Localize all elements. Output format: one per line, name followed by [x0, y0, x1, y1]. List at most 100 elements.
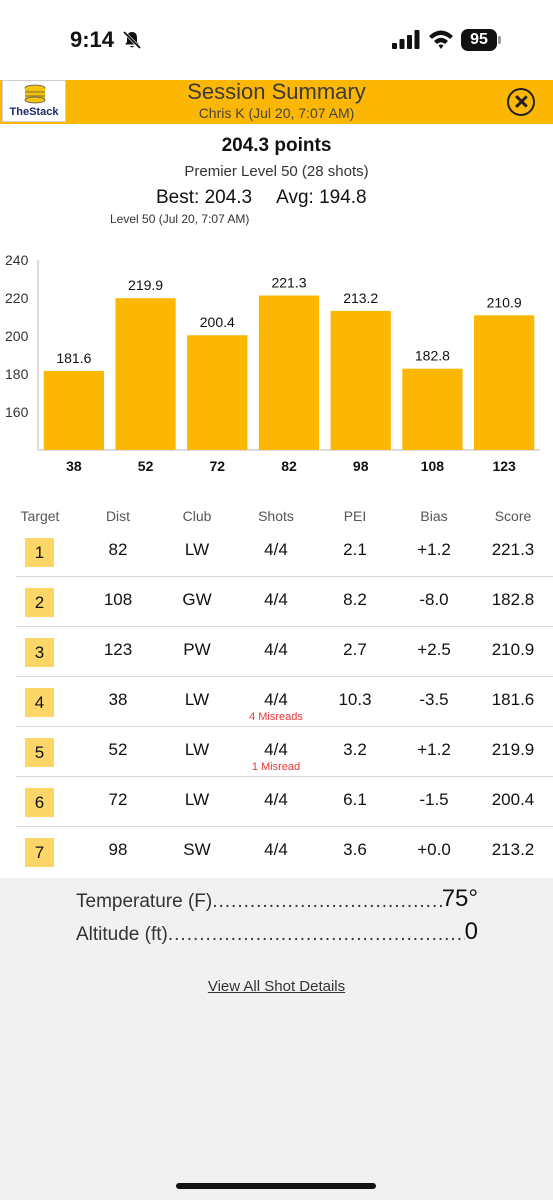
cell-pei: 3.6: [343, 840, 367, 859]
bar: [474, 315, 535, 450]
header-bias: Bias: [420, 508, 448, 524]
logo-text: TheStack: [9, 106, 59, 118]
thestack-logo: TheStack: [2, 80, 66, 122]
bar-value-label: 221.3: [271, 275, 306, 291]
table-header: Target Dist Club Shots PEI Bias Score: [0, 508, 553, 528]
summary-panel: 204.3 points Premier Level 50 (28 shots)…: [0, 124, 553, 500]
cell-club: LW: [184, 540, 210, 559]
y-tick-label: 160: [5, 404, 29, 420]
cell-club: GW: [182, 590, 212, 609]
cell-score: 182.8: [491, 590, 535, 609]
row-divider: [16, 726, 553, 727]
x-tick-label: 72: [209, 458, 225, 474]
target-badge: 5: [25, 738, 54, 767]
stack-logo-icon: [24, 84, 46, 104]
cell-dist: 38: [108, 690, 128, 709]
header-pei: PEI: [343, 508, 367, 524]
muted-bell-icon: [122, 30, 142, 50]
cell-club: LW: [184, 740, 210, 759]
y-tick-label: 200: [5, 328, 29, 344]
row-divider: [16, 676, 553, 677]
battery-icon: 95: [461, 29, 501, 51]
cell-bias: -8.0: [419, 590, 449, 609]
header-club: Club: [182, 508, 212, 524]
cell-bias: -3.5: [419, 690, 449, 709]
table-row[interactable]: 4 38 LW 4/4 4 Misreads 10.3 -3.5 181.6: [0, 677, 553, 727]
cell-club: LW: [184, 790, 210, 809]
misread-note: 1 Misread: [251, 761, 301, 773]
targets-table: Target Dist Club Shots PEI Bias Score 1 …: [0, 500, 553, 878]
table-row[interactable]: 1 82 LW 4/4 2.1 +1.2 221.3: [0, 527, 553, 577]
x-tick-label: 82: [281, 458, 297, 474]
battery-level: 95: [461, 29, 497, 51]
cell-bias: +0.0: [417, 840, 451, 859]
table-row[interactable]: 6 72 LW 4/4 6.1 -1.5 200.4: [0, 777, 553, 827]
y-tick-label: 180: [5, 366, 29, 382]
avg-score: Avg: 194.8: [276, 187, 367, 208]
cell-score: 200.4: [491, 790, 535, 809]
cell-pei: 2.7: [343, 640, 367, 659]
cell-shots: 4/4: [264, 840, 288, 859]
altitude-label: Altitude (ft): [76, 924, 168, 945]
bar: [43, 370, 104, 450]
page-subtitle: Chris K (Jul 20, 7:07 AM): [198, 105, 355, 121]
table-row[interactable]: 3 123 PW 4/4 2.7 +2.5 210.9: [0, 627, 553, 677]
temperature-value: 75°: [441, 885, 478, 912]
cell-score: 219.9: [491, 740, 535, 759]
table-row[interactable]: 7 98 SW 4/4 3.6 +0.0 213.2: [0, 827, 553, 877]
view-all-shot-details-link[interactable]: View All Shot Details: [207, 978, 346, 995]
bar-value-label: 219.9: [128, 277, 163, 293]
header-dist: Dist: [105, 508, 131, 524]
cell-bias: -1.5: [419, 790, 449, 809]
bar: [258, 295, 320, 450]
row-divider: [16, 776, 553, 777]
cell-bias: +1.2: [417, 540, 451, 559]
x-tick-label: 108: [421, 458, 445, 474]
row-divider: [16, 626, 553, 627]
cell-score: 221.3: [491, 540, 535, 559]
leader-dots: ........................................…: [212, 891, 442, 912]
status-bar: 9:14 95: [0, 0, 553, 80]
target-badge: 6: [25, 788, 54, 817]
cellular-signal-icon: [392, 30, 420, 49]
bar: [115, 298, 176, 450]
x-tick-label: 52: [138, 458, 154, 474]
home-indicator[interactable]: [176, 1183, 376, 1189]
page-title: Session Summary: [187, 79, 366, 104]
cell-shots: 4/4: [264, 690, 288, 709]
cell-bias: +2.5: [417, 640, 451, 659]
bar-value-label: 213.2: [343, 290, 378, 306]
level-note: Level 50 (Jul 20, 7:07 AM): [110, 212, 250, 226]
cell-dist: 82: [108, 540, 128, 559]
score-bar-chart: 160 180 200 220 240 181.6 38 219.9 52 200.4 72 221.…: [5, 252, 540, 474]
target-badge: 1: [25, 538, 54, 567]
status-time: 9:14: [70, 27, 115, 52]
target-badge: 4: [25, 688, 54, 717]
close-icon[interactable]: [507, 88, 535, 116]
cell-dist: 108: [103, 590, 133, 609]
x-tick-label: 38: [66, 458, 82, 474]
cell-dist: 123: [103, 640, 133, 659]
cell-dist: 98: [108, 840, 128, 859]
header-shots: Shots: [258, 508, 294, 524]
table-row[interactable]: 2 108 GW 4/4 8.2 -8.0 182.8: [0, 577, 553, 627]
cell-club: LW: [184, 690, 210, 709]
cell-shots: 4/4: [264, 590, 288, 609]
session-header: TheStack Session Summary Chris K (Jul 20…: [0, 80, 553, 124]
x-tick-label: 123: [492, 458, 516, 474]
bar: [187, 335, 248, 450]
x-tick-label: 98: [353, 458, 369, 474]
target-badge: 2: [25, 588, 54, 617]
cell-pei: 6.1: [343, 790, 367, 809]
cell-shots: 4/4: [264, 740, 288, 759]
header-score: Score: [494, 508, 532, 524]
cell-club: PW: [183, 640, 211, 659]
bar-value-label: 200.4: [200, 314, 235, 330]
cell-shots: 4/4: [264, 640, 288, 659]
temperature-label: Temperature (F): [76, 891, 213, 912]
table-row[interactable]: 5 52 LW 4/4 1 Misread 3.2 +1.2 219.9: [0, 727, 553, 777]
cell-dist: 72: [108, 790, 128, 809]
target-badge: 7: [25, 838, 54, 867]
bar: [330, 310, 391, 450]
cell-pei: 2.1: [343, 540, 367, 559]
